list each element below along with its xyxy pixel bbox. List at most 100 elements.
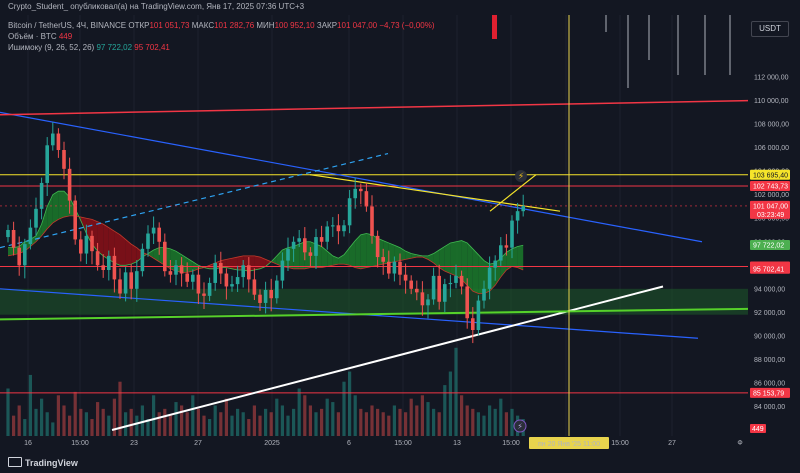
cloud-segment (512, 246, 518, 268)
volume-bar (62, 405, 66, 436)
symbol-label[interactable]: Bitcoin / TetherUS, 4Ч, BINANCE (8, 21, 127, 30)
volume-bar (437, 412, 441, 436)
cloud-segment (125, 239, 132, 266)
cloud-segment (8, 247, 14, 256)
open-label: ОТКР (128, 21, 150, 30)
volume-bar (230, 415, 234, 436)
cloud-segment (226, 258, 232, 269)
volume-bar (45, 412, 49, 436)
candle-body (146, 233, 150, 249)
volume-bar (258, 415, 262, 436)
candle-body (499, 245, 503, 261)
volume-bar (308, 405, 312, 436)
volume-bar (168, 415, 172, 436)
close-value: 101 047,00 (337, 21, 378, 30)
candle-body (129, 272, 133, 289)
volume-bars (6, 347, 525, 436)
volume-bar (73, 391, 77, 436)
candle-body (331, 225, 335, 227)
candle-body (510, 220, 514, 248)
volume-bar (12, 415, 16, 436)
candle-body (90, 235, 94, 252)
candle-body (163, 241, 167, 272)
candle-body (174, 265, 178, 275)
candle-body (140, 248, 145, 272)
candle-body (28, 227, 33, 245)
volume-bar (40, 398, 44, 436)
candle-body (247, 265, 251, 280)
event-icon (513, 419, 527, 433)
candle-body (107, 255, 111, 270)
cloud-segment (461, 240, 468, 286)
y-tick-label: 106 000,00 (754, 145, 789, 152)
low-value: 100 952,10 (274, 21, 315, 30)
top-wicks (492, 15, 731, 88)
lightning-icon (515, 170, 527, 182)
candle-body (213, 262, 217, 283)
volume-bar (23, 419, 27, 436)
volume-bar (196, 408, 200, 436)
volume-bar (314, 412, 318, 436)
ichimoku-value-1: 97 722,02 (96, 43, 133, 52)
chart-legend: Bitcoin / TetherUS, 4Ч, BINANCE ОТКР101 … (8, 20, 434, 53)
candle-body (56, 133, 61, 150)
volume-bar (398, 408, 402, 436)
candle-body (370, 206, 374, 236)
y-tick-label: 88 000,00 (754, 357, 785, 364)
volume-bar (420, 395, 424, 436)
candle-body (151, 227, 156, 234)
candle-body (112, 255, 117, 280)
byline: Crypto_Student_ опубликовал(а) на Tradin… (8, 2, 305, 11)
volume-bar (140, 405, 144, 436)
cloud-segment (388, 242, 395, 263)
volume-bar (90, 419, 94, 436)
brand-label: TradingView (25, 458, 78, 468)
cloud-segment (103, 224, 109, 260)
candle-body (224, 273, 229, 287)
volume-bar (303, 395, 307, 436)
candle-body (235, 277, 240, 285)
candle-body (62, 150, 66, 169)
price-tag-label: 101 047,00 (753, 203, 788, 210)
volume-tag (750, 424, 766, 433)
price-tag (750, 200, 790, 219)
candle-body (17, 247, 21, 266)
candle-body (179, 265, 184, 274)
volume-label[interactable]: Объём · BTC (8, 32, 57, 41)
volume-bar (51, 422, 55, 436)
candle-body (303, 238, 307, 253)
cloud-segment (58, 191, 64, 220)
volume-bar (79, 408, 83, 436)
cloud-segment (394, 245, 400, 262)
candle-body (459, 275, 464, 287)
tradingview-logo[interactable]: TradingView (8, 457, 78, 468)
volume-bar (157, 412, 161, 436)
ichimoku-label[interactable]: Ишимоку (9, 26, 52, 26) (8, 43, 95, 52)
candle-body (11, 230, 16, 248)
y-tick-label: 110 000,00 (754, 98, 789, 105)
lightning-glyph: ⚡ (518, 172, 524, 182)
candle-body (45, 145, 49, 183)
volume-bar (286, 415, 290, 436)
cloud-segment (153, 247, 160, 262)
open-value: 101 051,73 (149, 21, 190, 30)
candle-body (381, 257, 385, 262)
currency-button[interactable]: USDT (751, 21, 789, 37)
candle-body (521, 205, 525, 212)
candle-body (308, 252, 313, 256)
candle-body (482, 288, 486, 301)
cloud-segment (360, 233, 367, 269)
volume-bar (488, 405, 492, 436)
candle-body (448, 282, 453, 285)
candle-body (415, 288, 419, 293)
volume-bar (208, 419, 212, 436)
lightning-marker[interactable]: ⚡⚡ (513, 170, 527, 433)
cloud-segment (338, 254, 344, 265)
volume-bar (331, 402, 335, 436)
candle-body (118, 279, 122, 294)
volume-bar (359, 408, 363, 436)
trendline (489, 174, 537, 212)
cloud-segment (355, 234, 361, 269)
volume-bar (493, 408, 497, 436)
